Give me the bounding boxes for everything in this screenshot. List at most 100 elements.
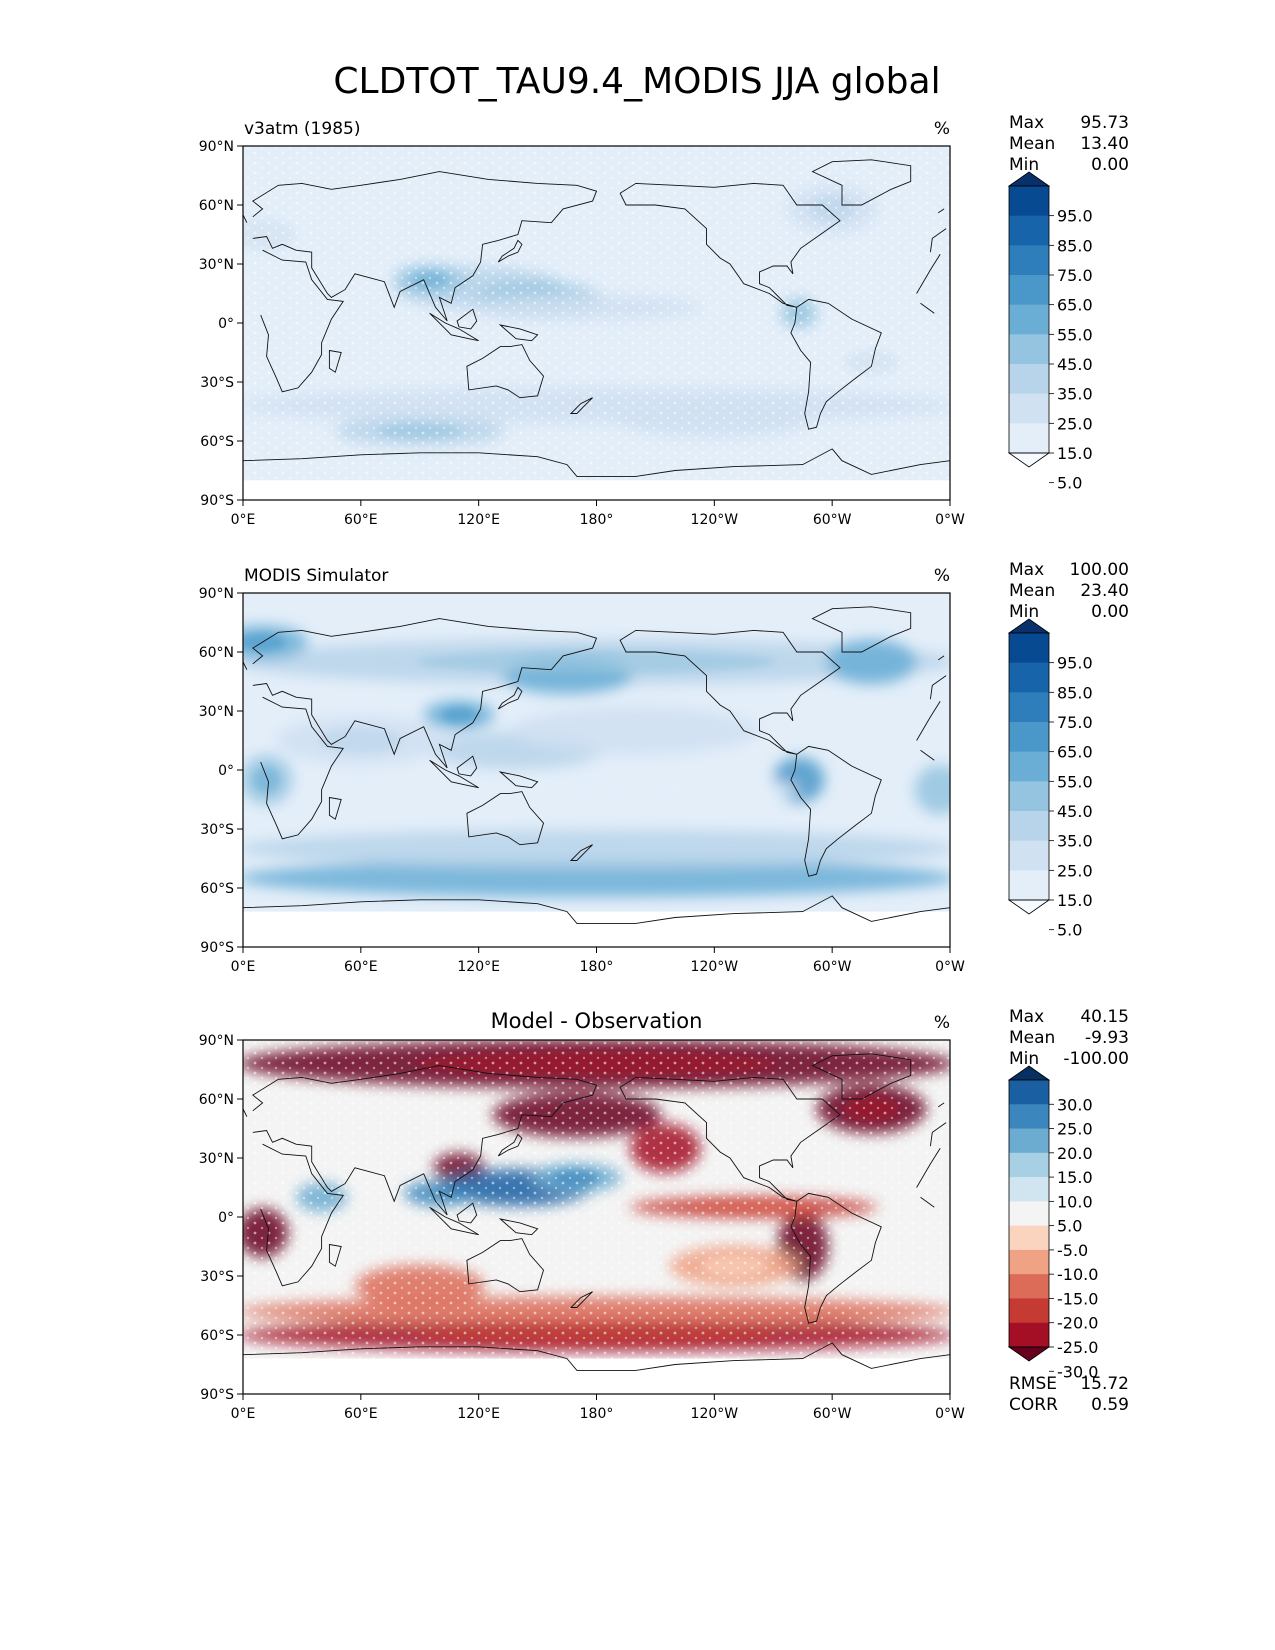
coastline-borneo bbox=[456, 308, 478, 330]
coastline-namerica bbox=[619, 629, 841, 755]
colorbar-segment bbox=[1009, 1201, 1049, 1227]
stat-value: 13.40 bbox=[1080, 134, 1129, 154]
field-blob bbox=[914, 765, 950, 815]
colorbar-tick-label: 35.0 bbox=[1057, 832, 1093, 851]
colorbar-tick-label: -25.0 bbox=[1057, 1338, 1098, 1357]
stat-label: Mean bbox=[1009, 1028, 1055, 1048]
panels: 90°N 60°N 30°N 0° 30°S 60°S 90°S 0°E 60°E 120°E 18… bbox=[199, 113, 1129, 1422]
coastline-samerica bbox=[790, 298, 882, 430]
colorbar-segment bbox=[1009, 1104, 1049, 1129]
colorbar-tick-label: 15.0 bbox=[1057, 1168, 1093, 1187]
lon-tick-label: 120°E bbox=[457, 959, 500, 975]
coastline-africa bbox=[260, 1143, 941, 1287]
stat-label: Mean bbox=[1009, 134, 1055, 154]
colorbar-tick-label: -10.0 bbox=[1057, 1265, 1098, 1284]
colorbar-tick-label: 15.0 bbox=[1057, 444, 1093, 463]
coastline-madagascar bbox=[328, 796, 342, 820]
lon-tick-label: 180° bbox=[580, 1406, 614, 1422]
stat-label: Min bbox=[1009, 1049, 1039, 1069]
colorbar-extend-min bbox=[1007, 452, 1051, 468]
coastline-png bbox=[498, 771, 539, 789]
colorbar-tick-label: 85.0 bbox=[1057, 236, 1093, 255]
colorbar-tick-label: 95.0 bbox=[1057, 207, 1093, 226]
lon-tick-label: 0°W bbox=[935, 1406, 965, 1422]
lat-tick-label: 90°S bbox=[200, 493, 234, 509]
lat-tick-label: 30°S bbox=[200, 375, 234, 391]
coastline-namerica bbox=[619, 1076, 841, 1202]
colorbar-tick-label: 20.0 bbox=[1057, 1144, 1093, 1163]
coastline-samerica bbox=[790, 1192, 882, 1324]
lon-tick-label: 60°E bbox=[344, 512, 378, 528]
missing-data-region bbox=[243, 480, 950, 500]
colorbar-segment bbox=[1009, 1177, 1049, 1202]
coastline-borneo bbox=[456, 755, 478, 777]
colorbar-segment bbox=[1009, 811, 1049, 842]
lat-tick-label: 90°N bbox=[199, 1033, 234, 1049]
lon-tick-label: 180° bbox=[580, 959, 614, 975]
stat-value: 0.00 bbox=[1091, 602, 1129, 622]
colorbar-segment bbox=[1009, 393, 1049, 424]
lat-tick-label: 90°S bbox=[200, 1387, 234, 1403]
lat-tick-label: 90°N bbox=[199, 139, 234, 155]
colorbar-segment bbox=[1009, 215, 1049, 246]
colorbar-segment bbox=[1009, 423, 1049, 454]
coastline-antarctic bbox=[243, 448, 950, 477]
stat-value: 40.15 bbox=[1080, 1007, 1129, 1027]
speckle-overlay bbox=[243, 1040, 950, 1394]
colorbar-model: 95.0 85.0 75.0 65.0 55.0 45.0 35.0 25.0 15.0 5.0 bbox=[1007, 171, 1093, 493]
colorbar-tick-label: 75.0 bbox=[1057, 713, 1093, 732]
field-blob-core bbox=[441, 707, 477, 723]
stat-value: 23.40 bbox=[1080, 581, 1129, 601]
stat-value: -9.93 bbox=[1085, 1028, 1129, 1048]
field-blob bbox=[394, 772, 799, 807]
field-blob-core bbox=[253, 767, 280, 793]
colorbar-tick-label: 5.0 bbox=[1057, 921, 1082, 940]
missing-data-region bbox=[243, 1358, 950, 1394]
colorbar-segment bbox=[1009, 633, 1049, 664]
coastline-greenland bbox=[811, 159, 912, 206]
colorbar-segment bbox=[1009, 1225, 1049, 1251]
extra-stat-value: 15.72 bbox=[1080, 1374, 1129, 1394]
colorbar-segment bbox=[1009, 1274, 1049, 1299]
colorbar-segment bbox=[1009, 1249, 1049, 1275]
stat-label: Min bbox=[1009, 155, 1039, 175]
lon-tick-label: 0°E bbox=[231, 512, 256, 528]
colorbar-segment bbox=[1009, 334, 1049, 365]
colorbar-segment bbox=[1009, 1080, 1049, 1105]
lat-tick-label: 60°N bbox=[199, 1092, 234, 1108]
colorbar-tick-label: 30.0 bbox=[1057, 1095, 1093, 1114]
colorbar-tick-label: -5.0 bbox=[1057, 1241, 1088, 1260]
colorbar-tick-label: 65.0 bbox=[1057, 743, 1093, 762]
coastline-uk bbox=[243, 208, 945, 223]
panel-left-title: v3atm (1985) bbox=[244, 119, 360, 139]
lon-tick-label: 60°W bbox=[813, 1406, 852, 1422]
lat-tick-label: 0° bbox=[218, 316, 234, 332]
colorbar-extend-min bbox=[1007, 1346, 1051, 1362]
lon-tick-label: 180° bbox=[580, 512, 614, 528]
colorbar-tick-label: 25.0 bbox=[1057, 1120, 1093, 1139]
lon-tick-label: 60°W bbox=[813, 512, 852, 528]
colorbar-tick-label: 5.0 bbox=[1057, 1217, 1082, 1236]
coastline-greenland bbox=[811, 1053, 912, 1100]
lon-tick-label: 0°W bbox=[935, 512, 965, 528]
lat-tick-label: 30°N bbox=[199, 704, 234, 720]
extra-stat-label: RMSE bbox=[1009, 1374, 1057, 1394]
extra-stat-value: 0.59 bbox=[1091, 1395, 1129, 1415]
lat-tick-label: 90°N bbox=[199, 586, 234, 602]
panel-center-title: Model - Observation bbox=[491, 1009, 703, 1033]
colorbar-segment bbox=[1009, 1298, 1049, 1324]
colorbar-segment bbox=[1009, 245, 1049, 276]
speckle-overlay bbox=[243, 146, 950, 500]
lon-tick-label: 60°E bbox=[344, 1406, 378, 1422]
panel-units: % bbox=[934, 119, 950, 139]
map-field-diff bbox=[243, 1040, 950, 1394]
coastline-greenland bbox=[811, 606, 912, 653]
lat-tick-label: 30°N bbox=[199, 257, 234, 273]
lon-tick-label: 60°E bbox=[344, 959, 378, 975]
lat-tick-label: 30°N bbox=[199, 1151, 234, 1167]
colorbar-segment bbox=[1009, 1322, 1049, 1348]
extra-stat-label: CORR bbox=[1009, 1395, 1058, 1415]
colorbar-extend-min bbox=[1007, 899, 1051, 915]
colorbar-segment bbox=[1009, 781, 1049, 812]
field-blob-core bbox=[243, 633, 286, 652]
